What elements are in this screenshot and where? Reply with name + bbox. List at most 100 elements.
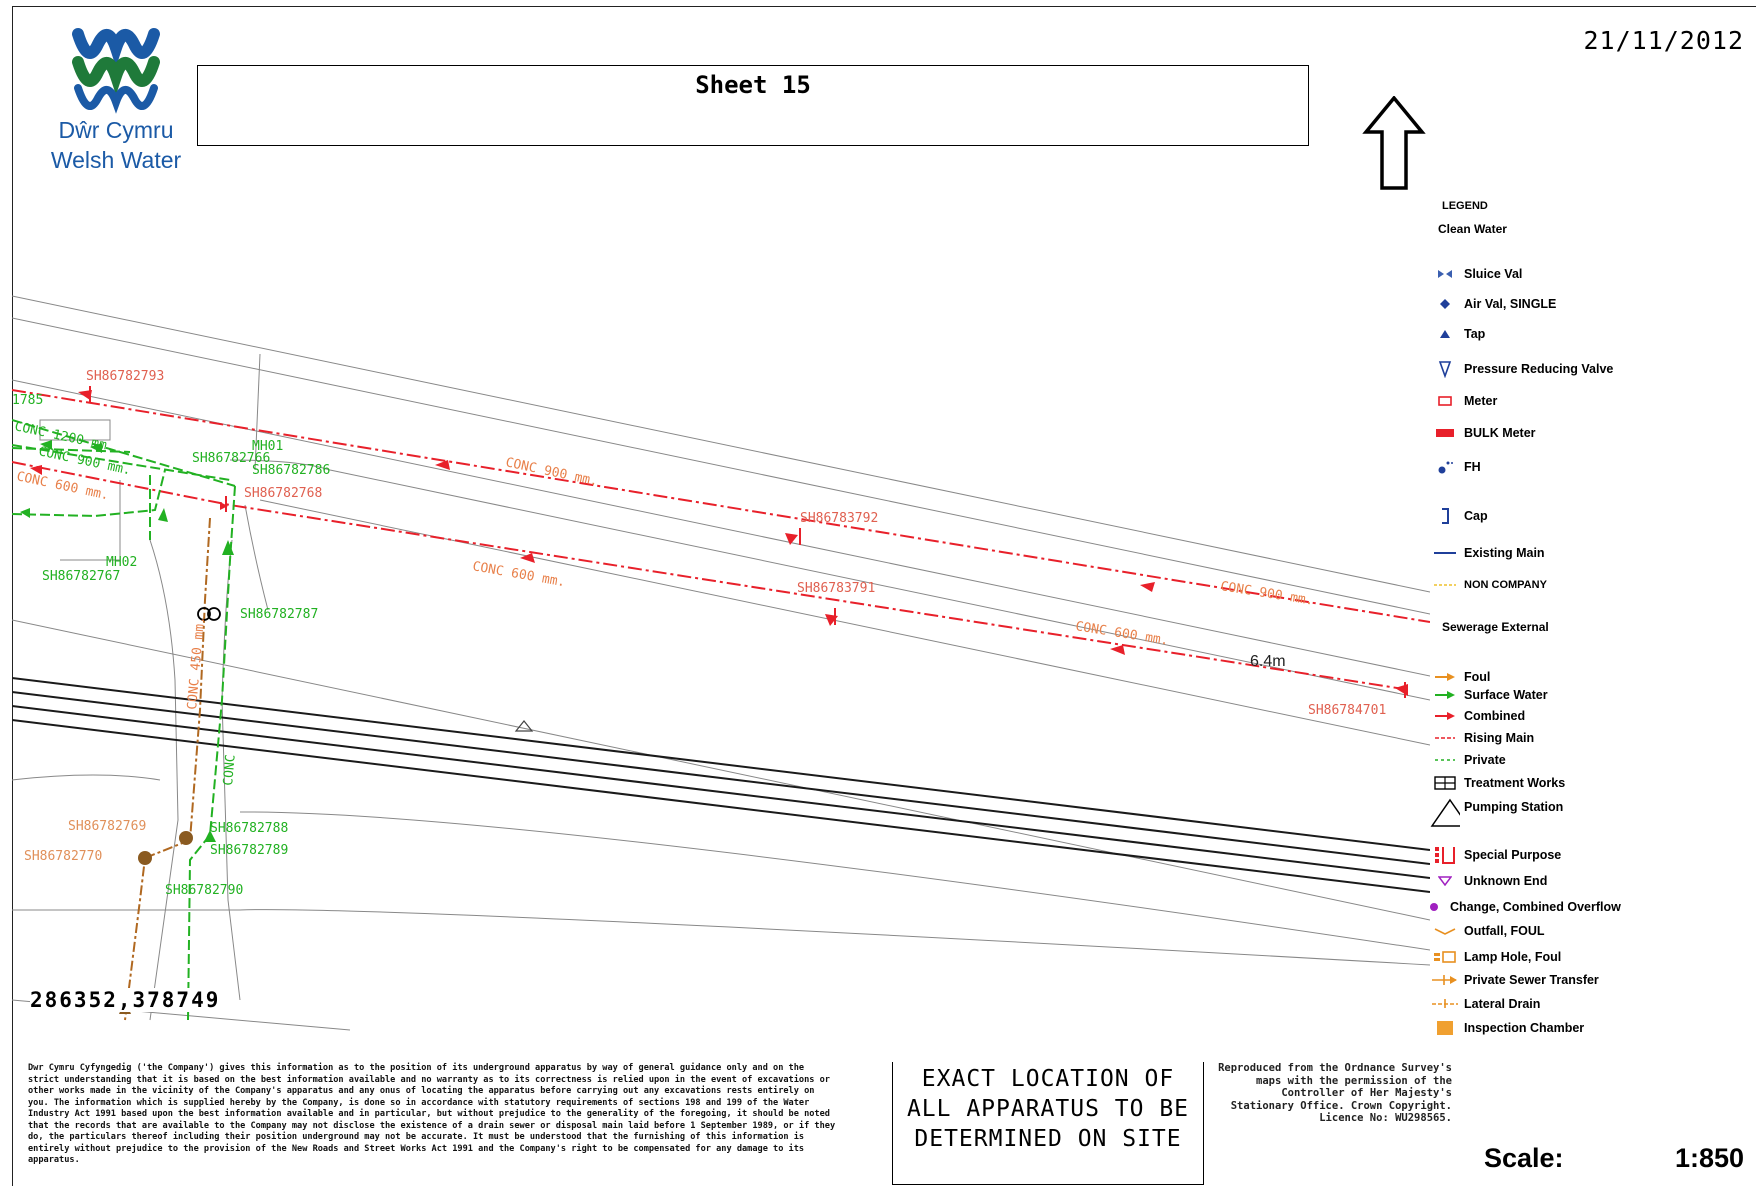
legend-item-special-purpose: Special Purpose	[1430, 844, 1561, 866]
prv-icon	[1430, 360, 1460, 378]
sluice-valve-icon	[1430, 269, 1460, 279]
legend-label: Outfall, FOUL	[1464, 924, 1545, 938]
legend-item-foul: Foul	[1430, 668, 1490, 686]
asset-label: SH86782767	[42, 569, 120, 584]
sheet-frame	[12, 6, 1756, 1186]
inspection-chamber-icon	[1430, 1021, 1460, 1035]
legend-item-surface-water: Surface Water	[1430, 686, 1548, 704]
legend-item-lateral-drain: Lateral Drain	[1430, 995, 1540, 1013]
legend-label: Change, Combined Overflow	[1450, 900, 1621, 914]
logo-line2: Welsh Water	[50, 147, 182, 173]
asset-label: SH86783791	[797, 581, 875, 596]
legend-label: Treatment Works	[1464, 776, 1566, 790]
bulk-meter-icon	[1430, 429, 1460, 437]
asset-label: SH86782787	[240, 607, 318, 622]
asset-label: SH86782786	[252, 463, 330, 478]
north-arrow-icon	[1362, 96, 1426, 190]
legend-label: Unknown End	[1464, 874, 1548, 888]
asset-label: SH86782789	[210, 843, 288, 858]
legend-item-pumping-station: Pumping Station	[1430, 798, 1563, 828]
private-sewer-transfer-icon	[1430, 974, 1460, 986]
special-purpose-icon	[1430, 845, 1460, 865]
asset-label: SH86784701	[1308, 703, 1386, 718]
treatment-works-icon	[1430, 776, 1460, 790]
legend-item-fire-hydrant: FH	[1430, 458, 1481, 476]
special-structure-icon	[197, 607, 221, 621]
pipe-label: CONC 600 mm.	[1074, 619, 1169, 649]
clean-water-heading: Clean Water	[1438, 222, 1507, 236]
legend-label: Sluice Val	[1464, 267, 1523, 281]
pipe-label: CONC 600 mm.	[15, 469, 110, 503]
legend-label: Tap	[1464, 327, 1486, 341]
exact-location-notice: EXACT LOCATION OF ALL APPARATUS TO BE DE…	[892, 1062, 1204, 1185]
foul-icon	[1430, 673, 1460, 681]
pipe-label: CONC 900 mm.	[37, 444, 132, 478]
legend-item-inspection-chamber: Inspection Chamber	[1430, 1019, 1584, 1037]
legend-label: Air Val, SINGLE	[1464, 297, 1557, 311]
pipe-label: CONC 900 mm.	[1219, 579, 1314, 609]
surface-water-arrows	[20, 440, 234, 1002]
asset-label: SH86782788	[210, 821, 288, 836]
lateral-drain-icon	[1430, 998, 1460, 1010]
legend-label: Foul	[1464, 670, 1491, 684]
legend-label: FH	[1464, 460, 1481, 474]
legend-label: Lateral Drain	[1464, 997, 1541, 1011]
combined-flow-arrows	[30, 390, 1408, 696]
private-icon	[1430, 758, 1460, 762]
scale-label: Scale:	[1484, 1143, 1564, 1173]
asset-label: SH86782770	[24, 849, 102, 864]
legend-item-air-valve: Air Val, SINGLE	[1430, 295, 1556, 313]
date-label: 21/11/2012	[1583, 26, 1744, 55]
legend-item-combined: Combined	[1430, 707, 1525, 725]
asset-label: SH86783792	[800, 511, 878, 526]
legend-item-unknown-end: Unknown End	[1430, 872, 1547, 890]
legend-label: Existing Main	[1464, 546, 1545, 560]
legend-item-private-sewer-transfer: Private Sewer Transfer	[1430, 971, 1599, 989]
railway-lines	[12, 677, 1430, 893]
unknown-end-icon	[1430, 876, 1460, 886]
combined-overflow-icon	[1422, 902, 1446, 912]
legend: LEGEND Clean Water Sluice Val Air Val, S…	[1430, 196, 1750, 1046]
pipe-label: CONC	[221, 754, 239, 787]
legend-label: Cap	[1464, 509, 1488, 523]
pipe-label: CONC 900 mm.	[504, 455, 599, 489]
asset-label: MH01	[252, 439, 283, 454]
air-valve-icon	[1430, 299, 1460, 309]
cap-icon	[1430, 508, 1460, 524]
sheet-title: Sheet 15	[695, 71, 811, 99]
pipe-labels: CONC 900 mm. CONC 600 mm. CONC 600 mm. C…	[13, 419, 1314, 786]
scale-value: 1:850	[1674, 1143, 1744, 1173]
copyright-notice: Reproduced from the Ordnance Survey's ma…	[1218, 1062, 1452, 1124]
legend-label: Private	[1464, 753, 1506, 767]
map-coordinates: 286352,378749	[30, 988, 221, 1012]
legend-item-sluice-valve: Sluice Val	[1430, 265, 1522, 283]
legend-item-cap: Cap	[1430, 507, 1488, 525]
legend-label: Inspection Chamber	[1464, 1021, 1585, 1035]
legend-label: Meter	[1464, 394, 1498, 408]
welsh-water-logo: Dŵr Cymru Welsh Water	[36, 26, 196, 176]
asset-label: SH86782766	[192, 451, 270, 466]
legend-label: Surface Water	[1464, 688, 1548, 702]
combined-sewers	[12, 389, 1430, 691]
legend-label: Combined	[1464, 709, 1526, 723]
legend-label: NON COMPANY	[1464, 579, 1547, 591]
legend-item-tap: Tap	[1430, 325, 1485, 343]
rising-main-icon	[1430, 736, 1460, 740]
pipe-label: CONC 600 mm.	[471, 559, 566, 590]
legend-label: Lamp Hole, Foul	[1464, 950, 1562, 964]
asset-label: SH86782768	[244, 486, 322, 501]
legend-label: Special Purpose	[1464, 848, 1562, 862]
combined-manholes	[89, 386, 1406, 698]
asset-label: SH86782790	[165, 883, 243, 898]
legend-label: Private Sewer Transfer	[1464, 973, 1599, 987]
legend-label: Pressure Reducing Valve	[1464, 362, 1614, 376]
disclaimer-text: Dwr Cymru Cyfyngedig ('the Company') giv…	[28, 1063, 836, 1165]
asset-labels: SH86782793 1785 SH86782766 MH01 SH867827…	[12, 369, 1386, 898]
lamp-hole-icon	[1430, 950, 1460, 964]
surface-water-icon	[1430, 691, 1460, 699]
legend-item-lamp-hole: Lamp Hole, Foul	[1430, 948, 1561, 966]
pumping-station-icon	[1430, 798, 1460, 828]
legend-item-rising-main: Rising Main	[1430, 729, 1534, 747]
legend-label: Rising Main	[1464, 731, 1535, 745]
water-waves-icon	[72, 28, 160, 114]
